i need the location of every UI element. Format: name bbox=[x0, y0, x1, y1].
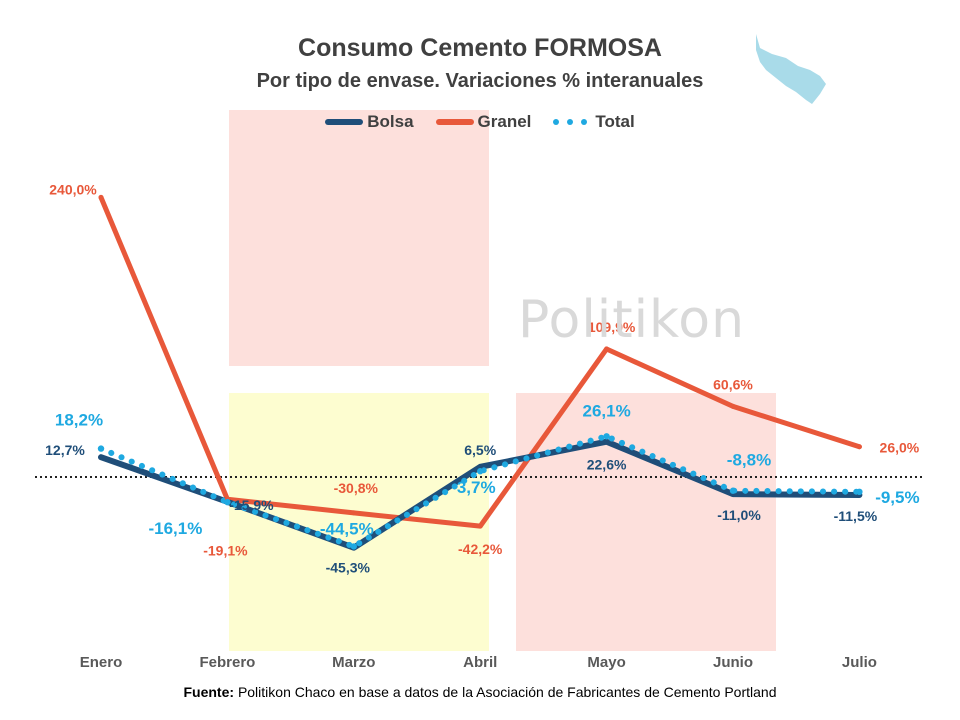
band-pink-top bbox=[229, 110, 489, 366]
point-total-0 bbox=[97, 445, 105, 452]
point-bolsa-3 bbox=[477, 464, 483, 470]
point-granel-4 bbox=[604, 346, 610, 352]
data-label-bolsa-0: 12,7% bbox=[45, 442, 85, 458]
data-label-bolsa-2: -45,3% bbox=[326, 560, 371, 576]
source-text: Politikon Chaco en base a datos de la As… bbox=[237, 684, 777, 700]
province-map-icon bbox=[756, 34, 826, 104]
data-label-total-1: -16,1% bbox=[148, 519, 202, 538]
legend-item-total: Total bbox=[553, 112, 635, 132]
x-tick-label-6: Julio bbox=[842, 654, 877, 671]
data-label-granel-3: -42,2% bbox=[458, 541, 503, 557]
legend-label-bolsa: Bolsa bbox=[367, 112, 414, 131]
point-bolsa-0 bbox=[98, 454, 104, 460]
x-tick-label-2: Marzo bbox=[332, 654, 375, 671]
data-label-total-2: -44,5% bbox=[320, 519, 374, 538]
legend: Bolsa Granel Total bbox=[0, 112, 960, 132]
data-label-total-6: -9,5% bbox=[875, 488, 919, 507]
data-label-bolsa-1: -15,9% bbox=[229, 497, 274, 513]
legend-swatch-total bbox=[553, 119, 591, 125]
data-label-bolsa-3: 6,5% bbox=[464, 442, 496, 458]
data-label-granel-0: 240,0% bbox=[49, 181, 97, 197]
x-tick-label-5: Junio bbox=[713, 654, 753, 671]
data-label-total-5: -8,8% bbox=[727, 451, 771, 470]
legend-item-bolsa: Bolsa bbox=[325, 112, 414, 132]
point-bolsa-4 bbox=[604, 439, 610, 445]
data-label-granel-5: 60,6% bbox=[713, 376, 753, 392]
legend-swatch-bolsa bbox=[325, 119, 364, 125]
data-label-bolsa-6: -11,5% bbox=[834, 508, 878, 524]
point-total-4 bbox=[603, 433, 610, 440]
point-granel-6 bbox=[856, 444, 862, 450]
point-granel-5 bbox=[730, 403, 736, 409]
legend-swatch-granel bbox=[435, 119, 474, 125]
legend-item-granel: Granel bbox=[435, 112, 532, 132]
data-label-total-0: 18,2% bbox=[55, 411, 103, 430]
data-label-bolsa-4: 22,6% bbox=[587, 457, 627, 473]
legend-label-granel: Granel bbox=[477, 112, 532, 131]
point-total-1 bbox=[224, 498, 231, 506]
data-label-total-3: 3,7% bbox=[457, 478, 496, 497]
band-pink-bottom bbox=[516, 393, 776, 651]
x-tick-label-3: Abril bbox=[463, 654, 497, 671]
point-total-3 bbox=[477, 468, 484, 475]
x-tick-label-0: Enero bbox=[80, 654, 123, 671]
point-total-2 bbox=[350, 543, 357, 550]
source-label: Fuente: bbox=[183, 684, 235, 700]
data-label-granel-6: 26,0% bbox=[880, 440, 920, 456]
data-label-granel-2: -30,8% bbox=[334, 480, 379, 496]
point-granel-3 bbox=[477, 523, 483, 529]
point-total-6 bbox=[856, 488, 863, 496]
data-label-bolsa-5: -11,0% bbox=[717, 507, 761, 523]
x-tick-label-4: Mayo bbox=[587, 654, 625, 671]
x-tick-label-1: Febrero bbox=[199, 654, 255, 671]
point-total-5 bbox=[729, 487, 737, 494]
point-granel-0 bbox=[98, 194, 104, 200]
source-note: Fuente: Politikon Chaco en base a datos … bbox=[0, 684, 960, 700]
chart-title: Consumo Cemento FORMOSA bbox=[298, 34, 662, 62]
data-label-granel-4: 109,9% bbox=[588, 319, 636, 335]
point-granel-2 bbox=[351, 510, 357, 516]
legend-label-total: Total bbox=[595, 112, 635, 131]
watermark: Politikon bbox=[518, 290, 746, 350]
data-label-granel-1: -19,1% bbox=[203, 542, 248, 558]
data-label-total-4: 26,1% bbox=[582, 401, 630, 420]
chart-subtitle: Por tipo de envase. Variaciones % intera… bbox=[256, 70, 704, 92]
